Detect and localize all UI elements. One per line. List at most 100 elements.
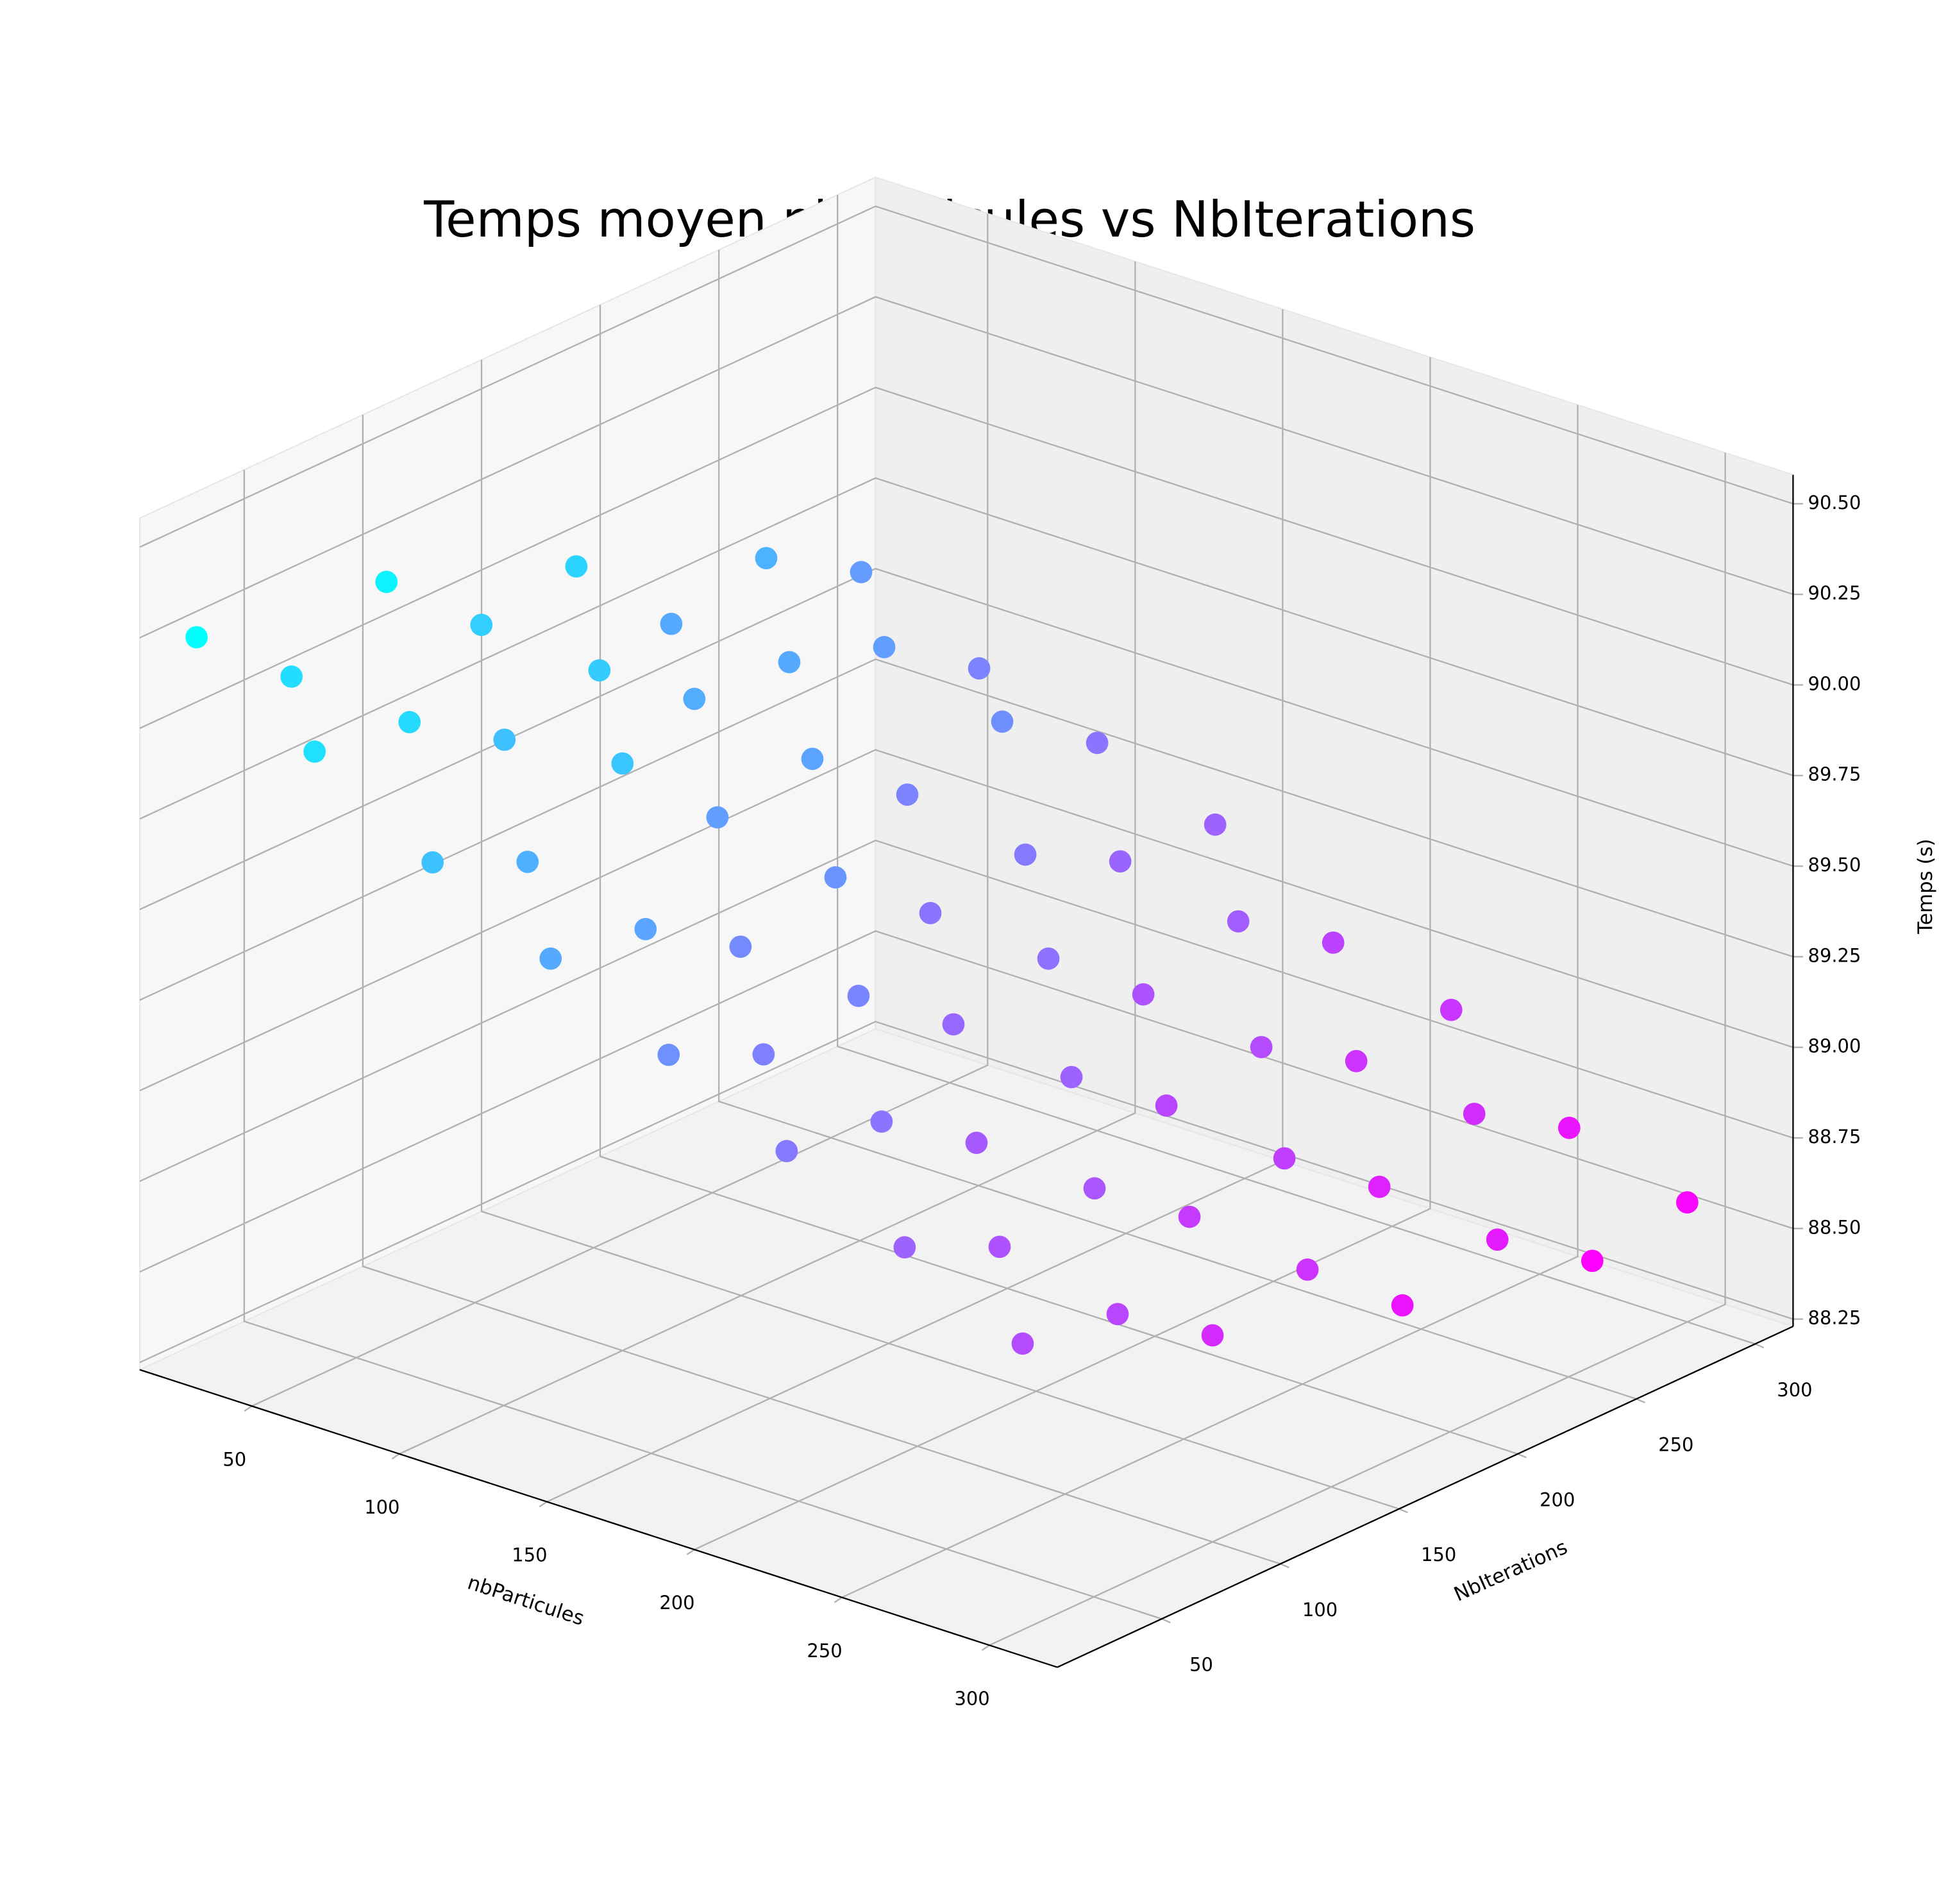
- y-axis-label: NbIterations: [1450, 1535, 1571, 1606]
- grid-line: [139, 658, 1793, 1001]
- point: [280, 665, 303, 688]
- point: [1391, 1294, 1414, 1317]
- point: [1345, 1049, 1368, 1073]
- grid-line: [599, 305, 1518, 1455]
- point: [1486, 1228, 1509, 1251]
- z-tick-label: 90.00: [1808, 672, 1861, 694]
- point: [1296, 1258, 1319, 1281]
- point: [870, 1110, 893, 1133]
- grid-line: [139, 749, 1793, 1092]
- point: [1086, 731, 1109, 755]
- grid-line: [139, 930, 1793, 1273]
- point: [893, 1236, 916, 1259]
- y-tick-label: 200: [1540, 1489, 1575, 1510]
- point: [1155, 1094, 1178, 1117]
- point: [1440, 998, 1463, 1021]
- tick-mark: [1754, 1343, 1765, 1349]
- tick-mark: [981, 1644, 990, 1651]
- point: [942, 1013, 965, 1036]
- tick-mark: [1517, 1453, 1527, 1458]
- point: [1581, 1249, 1604, 1273]
- point: [421, 851, 444, 874]
- point: [801, 747, 824, 771]
- point: [847, 984, 870, 1007]
- point: [398, 710, 421, 733]
- point: [1106, 1303, 1129, 1326]
- point: [1178, 1205, 1201, 1228]
- x-tick-label: 50: [222, 1448, 246, 1470]
- x-tick-label: 150: [512, 1544, 547, 1566]
- tick-mark: [1280, 1563, 1289, 1569]
- point: [896, 783, 919, 806]
- point: [683, 687, 706, 710]
- z-tick-label: 88.25: [1808, 1307, 1861, 1329]
- point: [588, 659, 611, 682]
- grid-line: [251, 213, 989, 1407]
- tick-mark: [244, 1405, 253, 1412]
- point: [1368, 1175, 1391, 1198]
- tick-mark: [686, 1549, 695, 1555]
- grid-line: [139, 1021, 1793, 1364]
- point: [1273, 1147, 1296, 1170]
- grid-line: [837, 194, 1756, 1345]
- point: [729, 935, 752, 958]
- y-tick-label: 50: [1189, 1654, 1213, 1676]
- tick-mark: [1398, 1508, 1408, 1514]
- grid-line: [694, 357, 1431, 1551]
- grid-line: [139, 839, 1793, 1182]
- point: [611, 752, 634, 775]
- point: [775, 1140, 798, 1162]
- grid-line: [362, 415, 1281, 1565]
- y-axis: [1057, 1325, 1793, 1668]
- tick-mark: [834, 1596, 843, 1603]
- point: [1109, 850, 1132, 873]
- point: [660, 612, 683, 635]
- z-tick-label: 89.50: [1808, 854, 1861, 876]
- point: [1250, 1035, 1273, 1058]
- grid-line: [480, 360, 1400, 1510]
- grid-line: [139, 567, 1793, 910]
- point: [1014, 843, 1037, 866]
- point: [1011, 1332, 1034, 1355]
- point: [375, 571, 398, 594]
- point: [706, 806, 729, 829]
- point: [565, 555, 588, 578]
- grid-line: [841, 405, 1579, 1598]
- tick-mark: [391, 1453, 400, 1460]
- tick-mark: [1636, 1398, 1646, 1404]
- grid-line: [718, 249, 1637, 1400]
- tick-mark: [539, 1501, 548, 1508]
- point: [991, 710, 1014, 733]
- x-axis-label: nbParticules: [465, 1571, 587, 1630]
- point: [657, 1043, 680, 1066]
- y-tick-label: 100: [1302, 1599, 1338, 1621]
- point: [752, 1043, 775, 1066]
- point: [755, 547, 778, 570]
- point: [185, 626, 208, 649]
- x-tick-label: 200: [659, 1592, 694, 1614]
- point: [1204, 813, 1227, 836]
- point: [824, 866, 847, 889]
- point: [873, 636, 896, 658]
- z-tick-label: 88.50: [1808, 1216, 1861, 1238]
- y-tick-label: 300: [1777, 1379, 1812, 1401]
- grid-line: [243, 469, 1163, 1620]
- point: [1463, 1103, 1486, 1125]
- point: [303, 740, 326, 763]
- grid-line: [989, 453, 1726, 1646]
- point: [539, 947, 562, 970]
- z-tick-label: 89.00: [1808, 1035, 1861, 1057]
- point: [470, 614, 493, 637]
- point: [1132, 983, 1155, 1006]
- point: [965, 1132, 988, 1155]
- point: [1676, 1191, 1699, 1214]
- point: [850, 561, 873, 583]
- point: [634, 917, 657, 940]
- z-tick-label: 90.25: [1808, 582, 1861, 604]
- y-tick-label: 250: [1658, 1434, 1693, 1456]
- point: [1060, 1065, 1083, 1089]
- point: [1201, 1324, 1224, 1347]
- point: [919, 901, 942, 924]
